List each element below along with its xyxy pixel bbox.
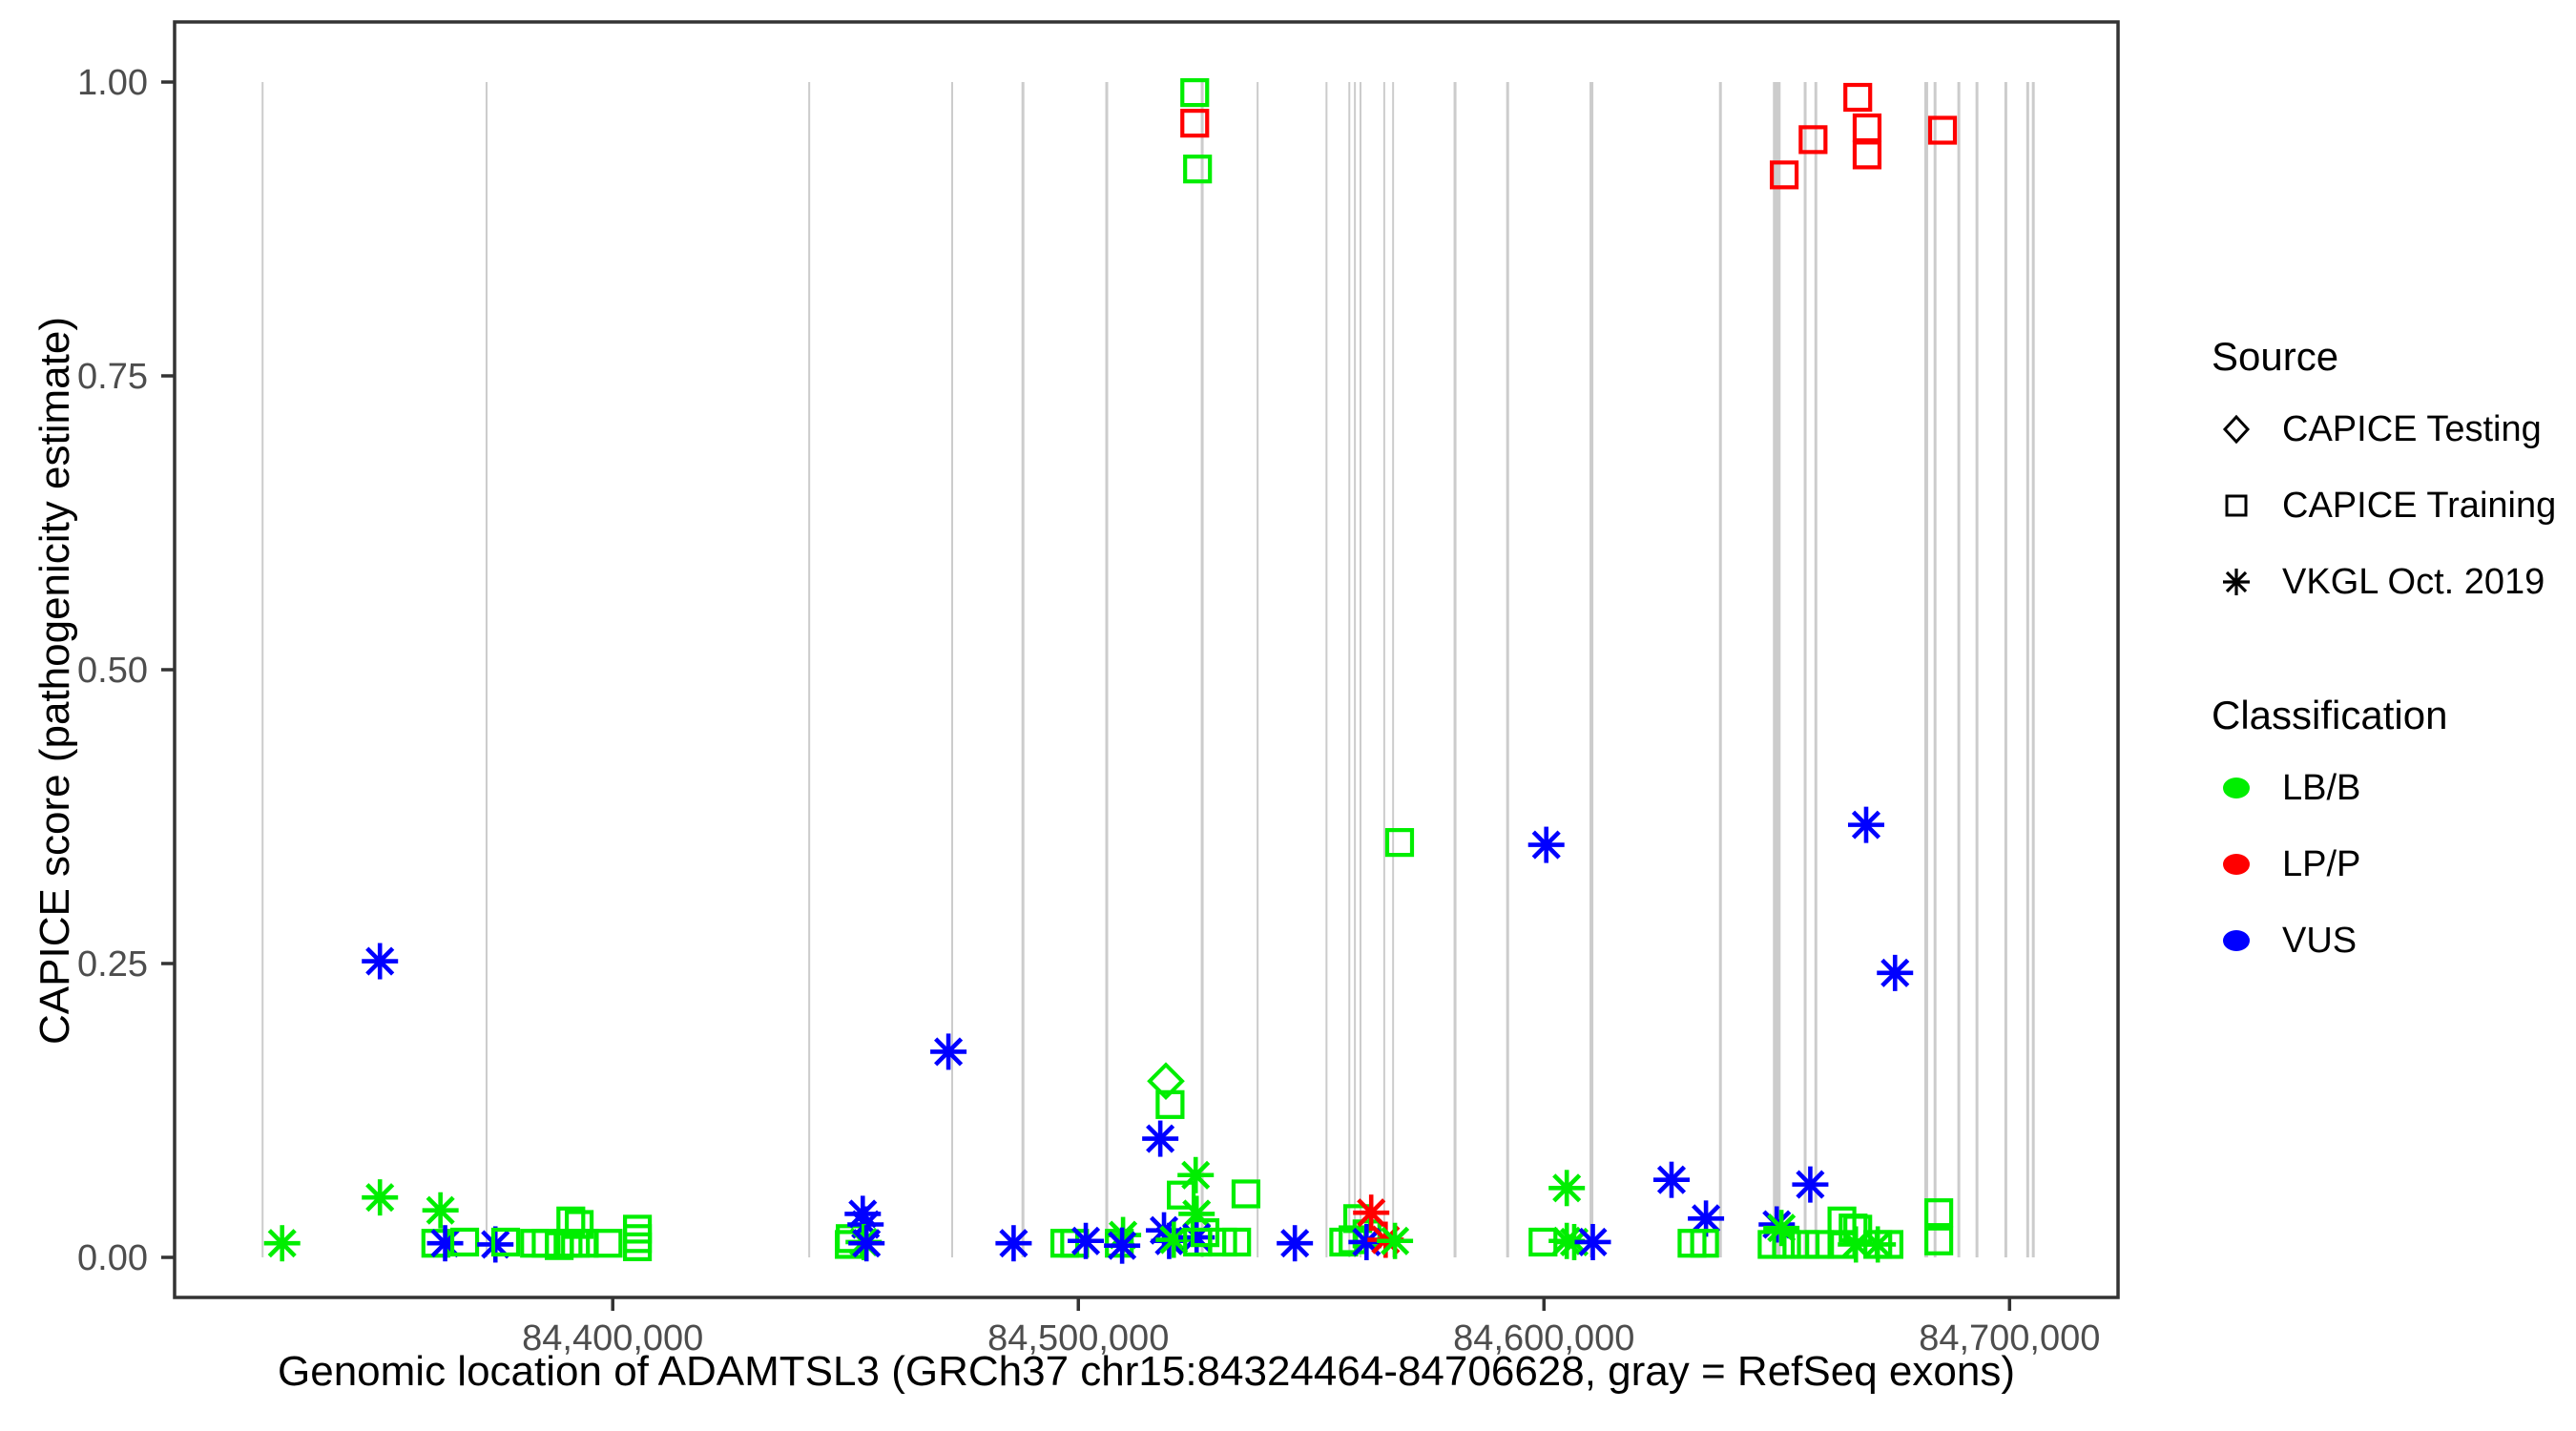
y-tick-label: 0.50 bbox=[77, 651, 148, 691]
data-point-asterisk bbox=[1847, 806, 1884, 843]
data-point-square bbox=[593, 1229, 623, 1258]
data-point-asterisk bbox=[1142, 1120, 1179, 1157]
x-tick-label: 84,700,000 bbox=[1919, 1318, 2100, 1358]
data-point-asterisk bbox=[477, 1226, 514, 1263]
red-dot-icon bbox=[2212, 840, 2261, 889]
legend-item-label: CAPICE Testing bbox=[2282, 408, 2542, 449]
data-point-asterisk bbox=[1652, 1161, 1690, 1198]
data-point-asterisk bbox=[848, 1225, 885, 1262]
data-point-asterisk bbox=[1353, 1194, 1390, 1232]
data-point-square bbox=[564, 1210, 594, 1239]
data-point-square bbox=[1190, 1218, 1220, 1248]
legend-item-label: LB/B bbox=[2282, 767, 2361, 808]
panel-border bbox=[173, 20, 2120, 1299]
data-point-square bbox=[1183, 155, 1213, 184]
data-point-square bbox=[1852, 113, 1882, 143]
data-point-asterisk bbox=[1574, 1223, 1611, 1260]
legend-item-capice-testing: CAPICE Testing bbox=[2212, 404, 2565, 454]
data-point-square bbox=[1924, 1198, 1954, 1228]
asterisk-icon bbox=[2212, 557, 2261, 607]
data-point-square bbox=[556, 1206, 586, 1235]
data-point-asterisk bbox=[1527, 826, 1565, 863]
legend-item-label: VUS bbox=[2282, 920, 2358, 961]
y-tick-label: 1.00 bbox=[77, 63, 148, 103]
data-point-square bbox=[1874, 1230, 1903, 1259]
data-point-square bbox=[1790, 1230, 1820, 1259]
data-point-square bbox=[1924, 1226, 1954, 1255]
legend-item-label: LP/P bbox=[2282, 843, 2361, 884]
legend-item-vus: VUS bbox=[2212, 916, 2565, 965]
x-axis-title: Genomic location of ADAMTSL3 (GRCh37 chr… bbox=[278, 1348, 2015, 1395]
data-point-square bbox=[1927, 115, 1958, 145]
x-tick-label: 84,600,000 bbox=[1453, 1318, 1634, 1358]
y-tick-label: 0.25 bbox=[77, 944, 148, 985]
legend-item-label: CAPICE Training bbox=[2282, 485, 2557, 526]
x-tick-label: 84,500,000 bbox=[987, 1318, 1169, 1358]
data-point-asterisk bbox=[1068, 1222, 1105, 1259]
data-point-asterisk bbox=[362, 943, 399, 980]
data-point-square bbox=[1772, 1230, 1801, 1259]
square-icon bbox=[2212, 481, 2261, 530]
data-point-square bbox=[1798, 125, 1828, 155]
y-tick-label: 0.00 bbox=[77, 1238, 148, 1278]
data-point-square bbox=[1384, 828, 1415, 858]
data-point-asterisk bbox=[1792, 1166, 1829, 1203]
y-tick-label: 0.75 bbox=[77, 357, 148, 397]
data-point-asterisk bbox=[1548, 1170, 1586, 1207]
data-point-asterisk bbox=[1177, 1156, 1215, 1193]
legend-item-lbb: LB/B bbox=[2212, 763, 2565, 813]
data-point-square bbox=[1805, 1230, 1835, 1259]
data-point-asterisk bbox=[995, 1225, 1032, 1262]
data-point-square bbox=[490, 1227, 521, 1257]
data-point-square bbox=[622, 1224, 653, 1254]
data-point-square bbox=[449, 1227, 480, 1257]
data-point-square bbox=[1222, 1227, 1252, 1257]
data-point-square bbox=[1231, 1179, 1261, 1209]
data-point-square bbox=[1180, 77, 1210, 108]
data-point-asterisk bbox=[930, 1033, 967, 1070]
legend-item-capice-training: CAPICE Training bbox=[2212, 481, 2565, 530]
data-point-square bbox=[1690, 1229, 1719, 1258]
legend-classification-title: Classification bbox=[2212, 693, 2448, 737]
data-point-square bbox=[622, 1232, 653, 1262]
data-point-asterisk bbox=[1877, 954, 1914, 991]
legend-item-lpp: LP/P bbox=[2212, 840, 2565, 889]
data-point-square bbox=[1155, 1089, 1185, 1119]
legend-source-title: Source bbox=[2212, 334, 2339, 379]
data-point-square bbox=[1167, 1180, 1196, 1210]
data-point-asterisk bbox=[422, 1192, 459, 1229]
y-axis-title: CAPICE score (pathogenicity estimate) bbox=[31, 317, 78, 1045]
data-point-square bbox=[622, 1214, 653, 1244]
data-point-asterisk bbox=[1277, 1225, 1314, 1262]
data-point-diamond bbox=[1147, 1062, 1185, 1101]
data-point-asterisk bbox=[1104, 1227, 1141, 1264]
data-point-asterisk bbox=[263, 1225, 301, 1262]
green-dot-icon bbox=[2212, 763, 2261, 813]
legend-item-vkgl: VKGL Oct. 2019 bbox=[2212, 557, 2565, 607]
x-tick-label: 84,400,000 bbox=[522, 1318, 703, 1358]
data-point-asterisk bbox=[362, 1179, 399, 1216]
diamond-icon bbox=[2212, 404, 2261, 454]
data-point-square bbox=[1180, 109, 1210, 138]
data-point-square bbox=[1852, 140, 1882, 170]
legend-item-label: VKGL Oct. 2019 bbox=[2282, 561, 2545, 602]
data-point-asterisk bbox=[1377, 1222, 1414, 1259]
blue-dot-icon bbox=[2212, 916, 2261, 965]
data-point-square bbox=[1843, 82, 1873, 113]
data-point-square bbox=[1757, 1230, 1787, 1259]
data-point-square bbox=[1769, 160, 1799, 190]
legend: Source CAPICE Testing CAPICE Training bbox=[2212, 334, 2565, 992]
